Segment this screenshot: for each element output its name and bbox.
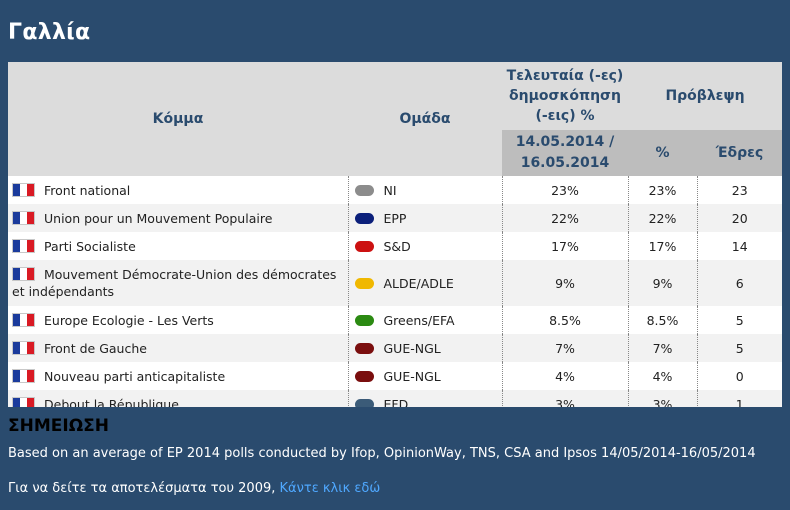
france-flag-icon: [12, 238, 35, 253]
forecast-percent: 8.5%: [627, 306, 697, 334]
party-name: Union pour un Mouvement Populaire: [44, 210, 273, 226]
forecast-percent: 3%: [627, 390, 697, 407]
poll-value: 7%: [501, 334, 628, 362]
france-flag-icon: [12, 312, 35, 327]
forecast-seats: 23: [696, 176, 782, 204]
group-color-dot: [354, 370, 374, 382]
party-name: Debout la République: [44, 396, 179, 408]
france-flag-icon: [12, 368, 35, 383]
party-name: Europe Ecologie - Les Verts: [44, 312, 214, 328]
group-name: GUE-NGL: [383, 340, 441, 356]
header-seats: Έδρες: [697, 130, 782, 176]
poll-table-container[interactable]: Κόμμα Ομάδα Τελευταία (-ες) δημοσκόπηση …: [8, 62, 782, 407]
group-name: ALDE/ADLE: [383, 275, 454, 291]
table-row: Front national NI 23% 23% 23: [8, 176, 782, 204]
france-flag-icon: [12, 210, 35, 225]
poll-value: 4%: [501, 362, 628, 390]
notes-link-line: Για να δείτε τα αποτελέσματα του 2009, Κ…: [8, 481, 782, 496]
group-color-dot: [354, 212, 374, 224]
party-name: Front national: [44, 182, 131, 198]
group-name: S&D: [383, 238, 411, 254]
forecast-seats: 0: [696, 362, 782, 390]
poll-table: Κόμμα Ομάδα Τελευταία (-ες) δημοσκόπηση …: [8, 62, 782, 407]
group-color-dot: [354, 240, 374, 252]
forecast-percent: 23%: [627, 176, 697, 204]
forecast-seats: 14: [696, 232, 782, 260]
page-title: Γαλλία: [8, 20, 91, 45]
france-flag-icon: [12, 267, 35, 281]
forecast-percent: 22%: [627, 204, 697, 232]
forecast-percent: 4%: [627, 362, 697, 390]
forecast-seats: 6: [696, 260, 782, 306]
notes-heading: ΣΗΜΕΙΩΣΗ: [8, 416, 109, 436]
group-color-dot: [354, 314, 374, 326]
forecast-seats: 20: [696, 204, 782, 232]
results-2009-link[interactable]: Κάντε κλικ εδώ: [279, 481, 381, 496]
header-party: Κόμμα: [8, 62, 348, 176]
group-name: EFD: [383, 396, 409, 408]
group-color-dot: [354, 184, 374, 196]
forecast-seats: 5: [696, 334, 782, 362]
table-row: Debout la République EFD 3% 3% 1: [8, 390, 782, 407]
group-name: EPP: [383, 210, 407, 226]
party-name: Mouvement Démocrate-Union des démocrates…: [12, 267, 337, 299]
france-flag-icon: [12, 396, 35, 407]
table-row: Union pour un Mouvement Populaire EPP 22…: [8, 204, 782, 232]
table-row: Front de Gauche GUE-NGL 7% 7% 5: [8, 334, 782, 362]
group-color-dot: [354, 342, 374, 354]
table-row: Parti Socialiste S&D 17% 17% 14: [8, 232, 782, 260]
france-flag-icon: [12, 182, 35, 197]
notes-section: ΣΗΜΕΙΩΣΗ Based on an average of EP 2014 …: [8, 416, 782, 496]
forecast-seats: 1: [696, 390, 782, 407]
party-name: Parti Socialiste: [44, 238, 136, 254]
poll-value: 8.5%: [501, 306, 628, 334]
header-forecast: Πρόβλεψη: [628, 62, 782, 130]
header-poll-date: 14.05.2014 / 16.05.2014: [502, 130, 628, 176]
forecast-percent: 9%: [627, 260, 697, 306]
header-group: Ομάδα: [348, 62, 502, 176]
group-name: Greens/EFA: [383, 312, 455, 328]
header-percent: %: [628, 130, 697, 176]
poll-value: 23%: [501, 176, 628, 204]
table-row: Europe Ecologie - Les Verts Greens/EFA 8…: [8, 306, 782, 334]
header-last-poll: Τελευταία (-ες) δημοσκόπηση (-εις) %: [502, 62, 628, 130]
group-name: GUE-NGL: [383, 368, 441, 384]
france-flag-icon: [12, 340, 35, 355]
table-row: Mouvement Démocrate-Union des démocrates…: [8, 260, 782, 306]
poll-value: 3%: [501, 390, 628, 407]
forecast-seats: 5: [696, 306, 782, 334]
party-name: Front de Gauche: [44, 340, 147, 356]
forecast-percent: 7%: [627, 334, 697, 362]
party-name: Nouveau parti anticapitaliste: [44, 368, 226, 384]
notes-text: Based on an average of EP 2014 polls con…: [8, 446, 756, 461]
poll-value: 22%: [501, 204, 628, 232]
forecast-percent: 17%: [627, 232, 697, 260]
group-color-dot: [354, 398, 374, 407]
table-row: Nouveau parti anticapitaliste GUE-NGL 4%…: [8, 362, 782, 390]
group-color-dot: [354, 277, 374, 289]
poll-value: 17%: [501, 232, 628, 260]
poll-value: 9%: [501, 260, 628, 306]
group-name: NI: [383, 182, 397, 198]
notes-link-prefix: Για να δείτε τα αποτελέσματα του 2009,: [8, 481, 280, 496]
